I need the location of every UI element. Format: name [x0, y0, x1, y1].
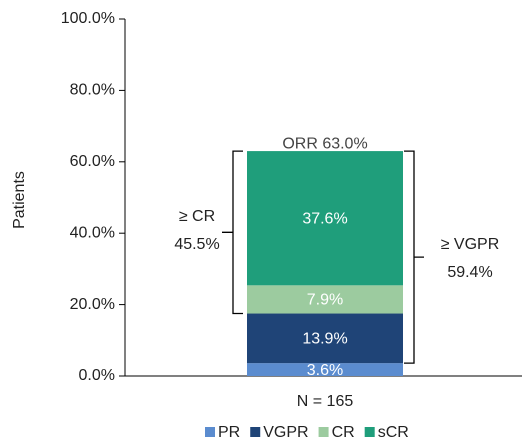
annotation: 59.4% [447, 264, 492, 281]
y-tick-label: 0.0% [79, 367, 115, 384]
bar-segment [247, 363, 403, 376]
y-tick-label: 40.0% [70, 224, 115, 241]
legend-label: PR [218, 424, 240, 441]
bracket [404, 150, 424, 364]
data-label: 13.9% [302, 331, 347, 348]
annotation: ≥ CR [179, 208, 215, 225]
y-tick-label: 100.0% [61, 10, 115, 27]
bar-segment [247, 313, 403, 364]
annotation: 45.5% [174, 236, 219, 253]
legend-label: sCR [378, 424, 409, 441]
legend-swatch [364, 427, 375, 437]
legend-swatch [205, 427, 215, 437]
legend-swatch [318, 427, 329, 437]
legend-swatch [250, 427, 261, 437]
annotation: ORR 63.0% [282, 135, 367, 152]
data-label: 37.6% [302, 210, 347, 227]
y-tick-label: 60.0% [70, 153, 115, 170]
y-tick-label: 20.0% [70, 296, 115, 313]
annotation: ≥ VGPR [441, 236, 500, 253]
bar-segment [247, 151, 403, 286]
y-tick-label: 80.0% [70, 82, 115, 99]
x-tick-label: N = 165 [297, 393, 354, 410]
bracket [222, 150, 243, 315]
data-label: 3.6% [307, 362, 343, 379]
y-axis-label: Patients [11, 171, 28, 229]
legend-label: CR [332, 424, 355, 441]
data-label: 7.9% [307, 292, 343, 309]
bar-segment [247, 285, 403, 314]
legend-label: VGPR [263, 424, 308, 441]
